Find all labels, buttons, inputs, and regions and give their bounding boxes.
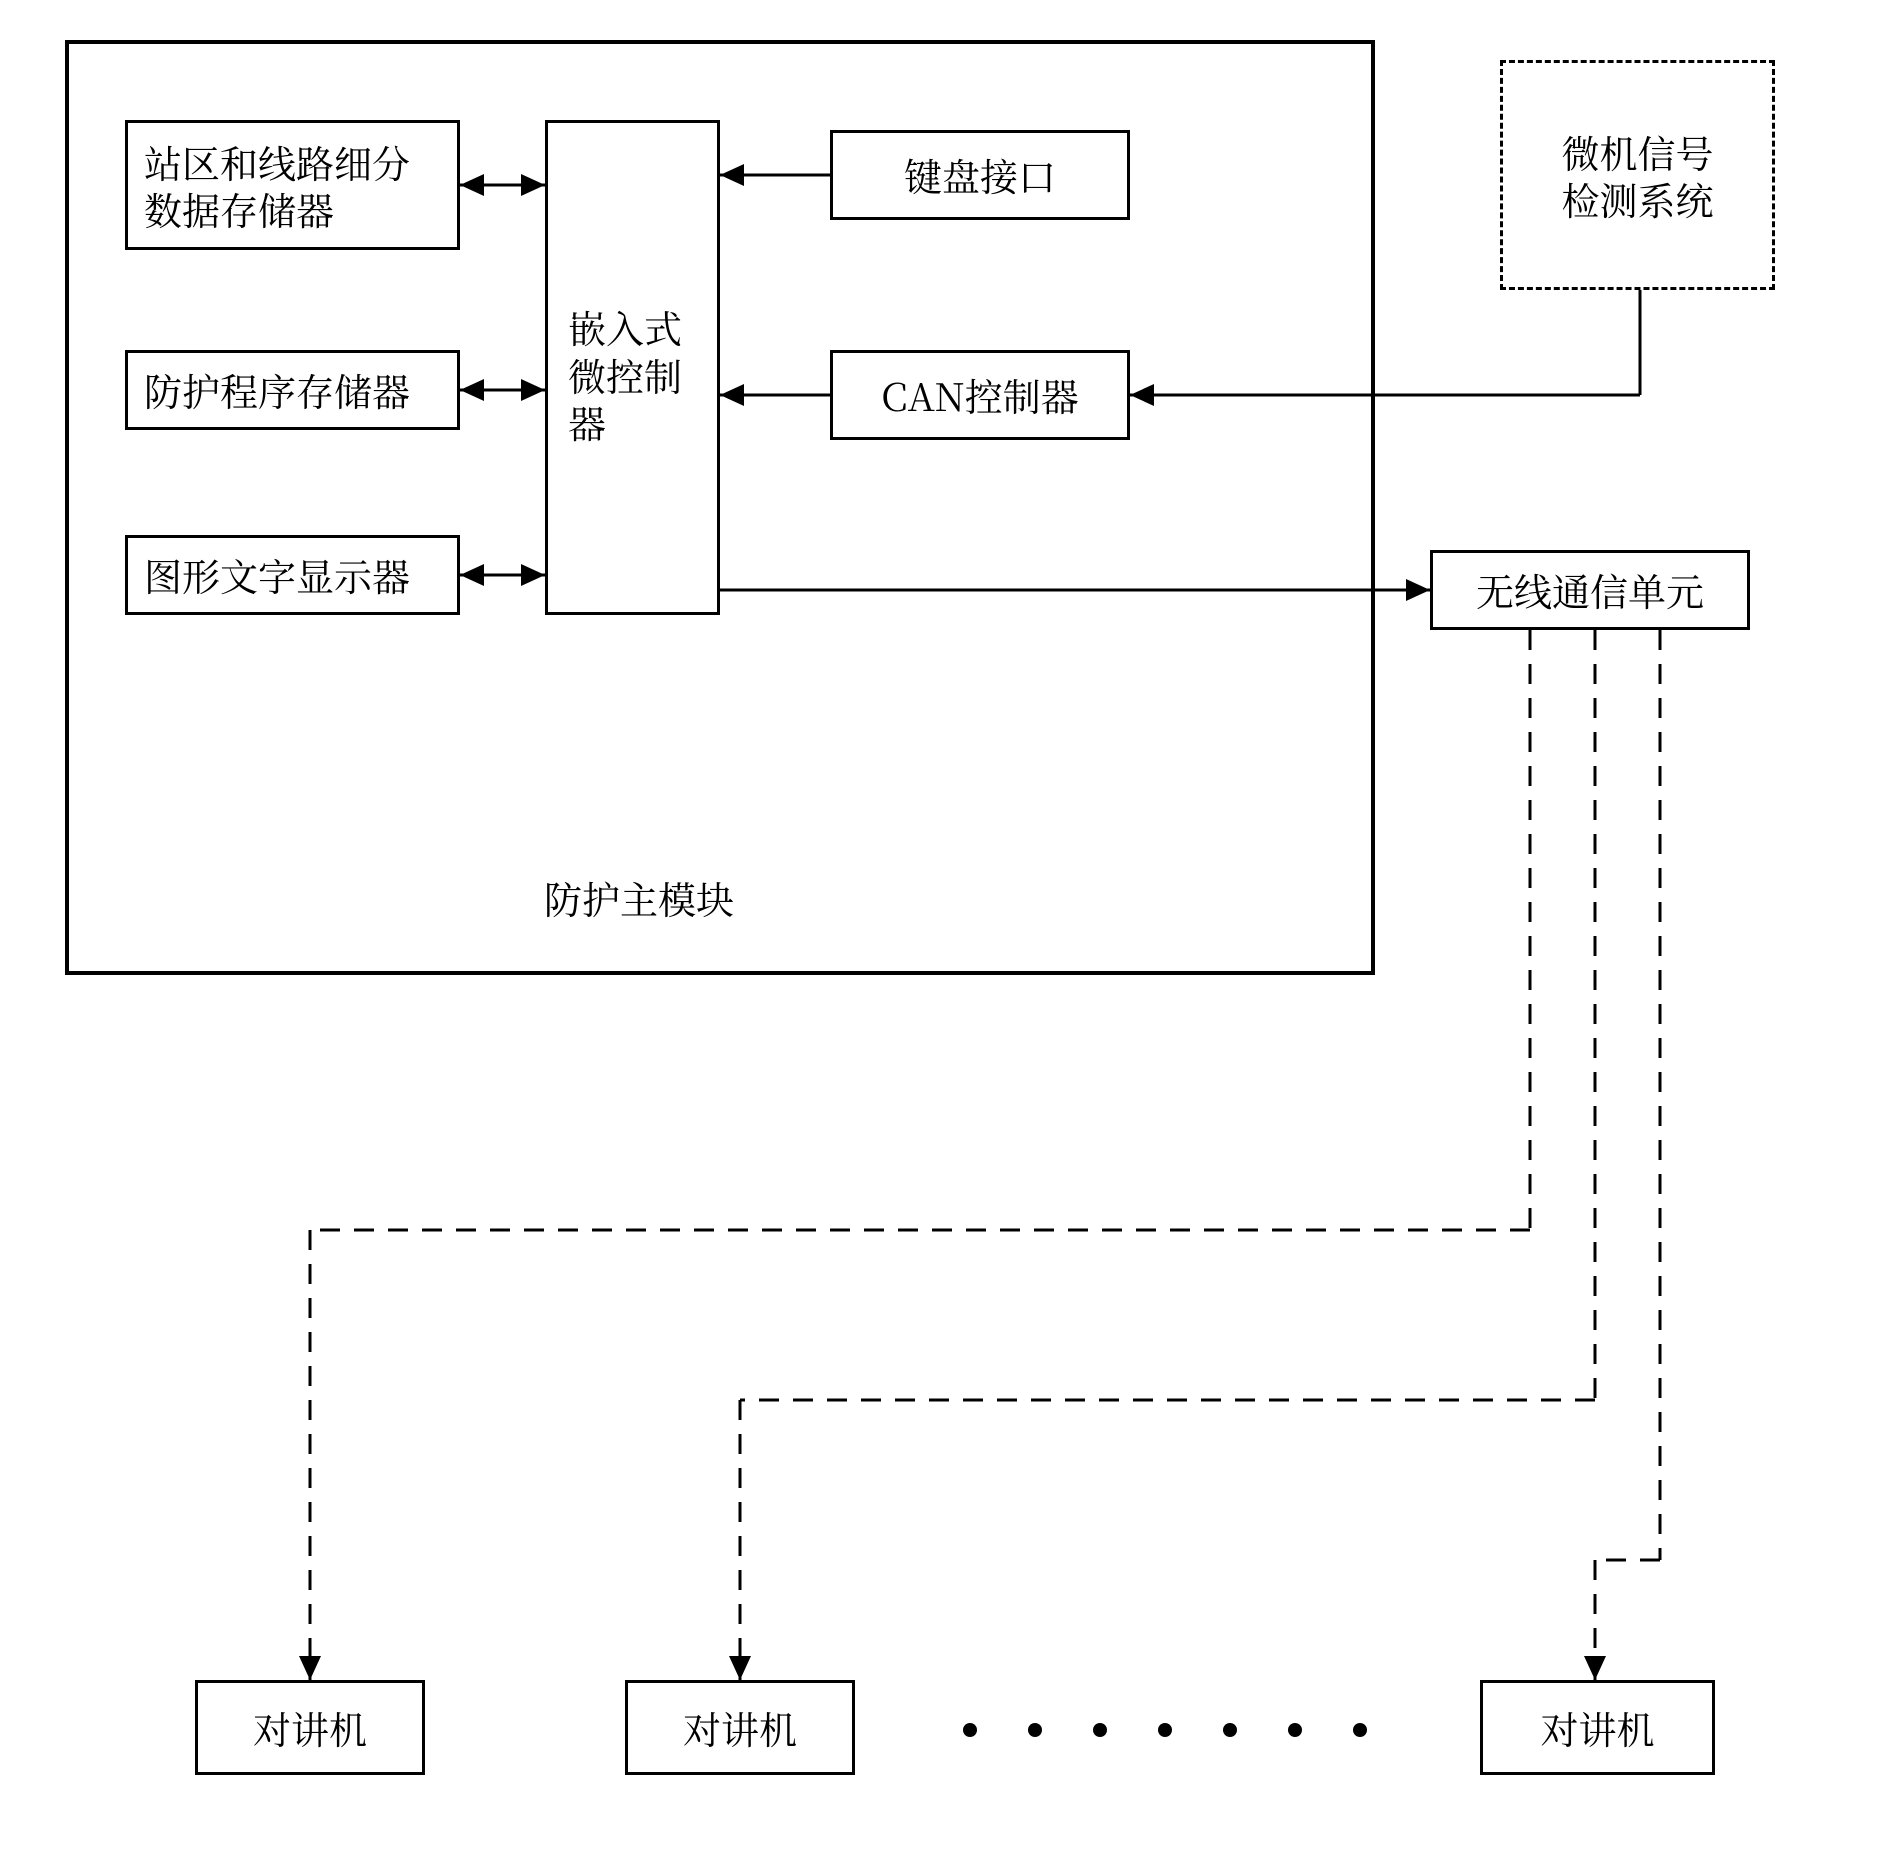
label-keyboard: 键盘接口 xyxy=(904,151,1056,199)
block-detect-system: 微机信号 检测系统 xyxy=(1500,60,1775,290)
label-main-module: 防护主模块 xyxy=(544,874,734,922)
label-prog-store: 防护程序存储器 xyxy=(144,366,410,414)
block-intercom-2: 对讲机 xyxy=(625,1680,855,1775)
label-intercom-3: 对讲机 xyxy=(1540,1704,1654,1752)
label-data-store: 站区和线路细分 数据存储器 xyxy=(144,138,410,233)
block-wireless: 无线通信单元 xyxy=(1430,550,1750,630)
block-prog-store: 防护程序存储器 xyxy=(125,350,460,430)
block-display: 图形文字显示器 xyxy=(125,535,460,615)
label-wireless: 无线通信单元 xyxy=(1476,566,1704,614)
label-can: CAN控制器 xyxy=(881,371,1079,419)
label-detect-system: 微机信号 检测系统 xyxy=(1561,128,1713,223)
label-display: 图形文字显示器 xyxy=(144,551,410,599)
block-keyboard: 键盘接口 xyxy=(830,130,1130,220)
label-intercom-2: 对讲机 xyxy=(683,1704,797,1752)
label-mcu: 嵌入式 微控制 器 xyxy=(568,303,682,446)
block-intercom-1: 对讲机 xyxy=(195,1680,425,1775)
block-intercom-3: 对讲机 xyxy=(1480,1680,1715,1775)
block-data-store: 站区和线路细分 数据存储器 xyxy=(125,120,460,250)
block-mcu: 嵌入式 微控制 器 xyxy=(545,120,720,615)
block-can: CAN控制器 xyxy=(830,350,1130,440)
label-intercom-1: 对讲机 xyxy=(253,1704,367,1752)
